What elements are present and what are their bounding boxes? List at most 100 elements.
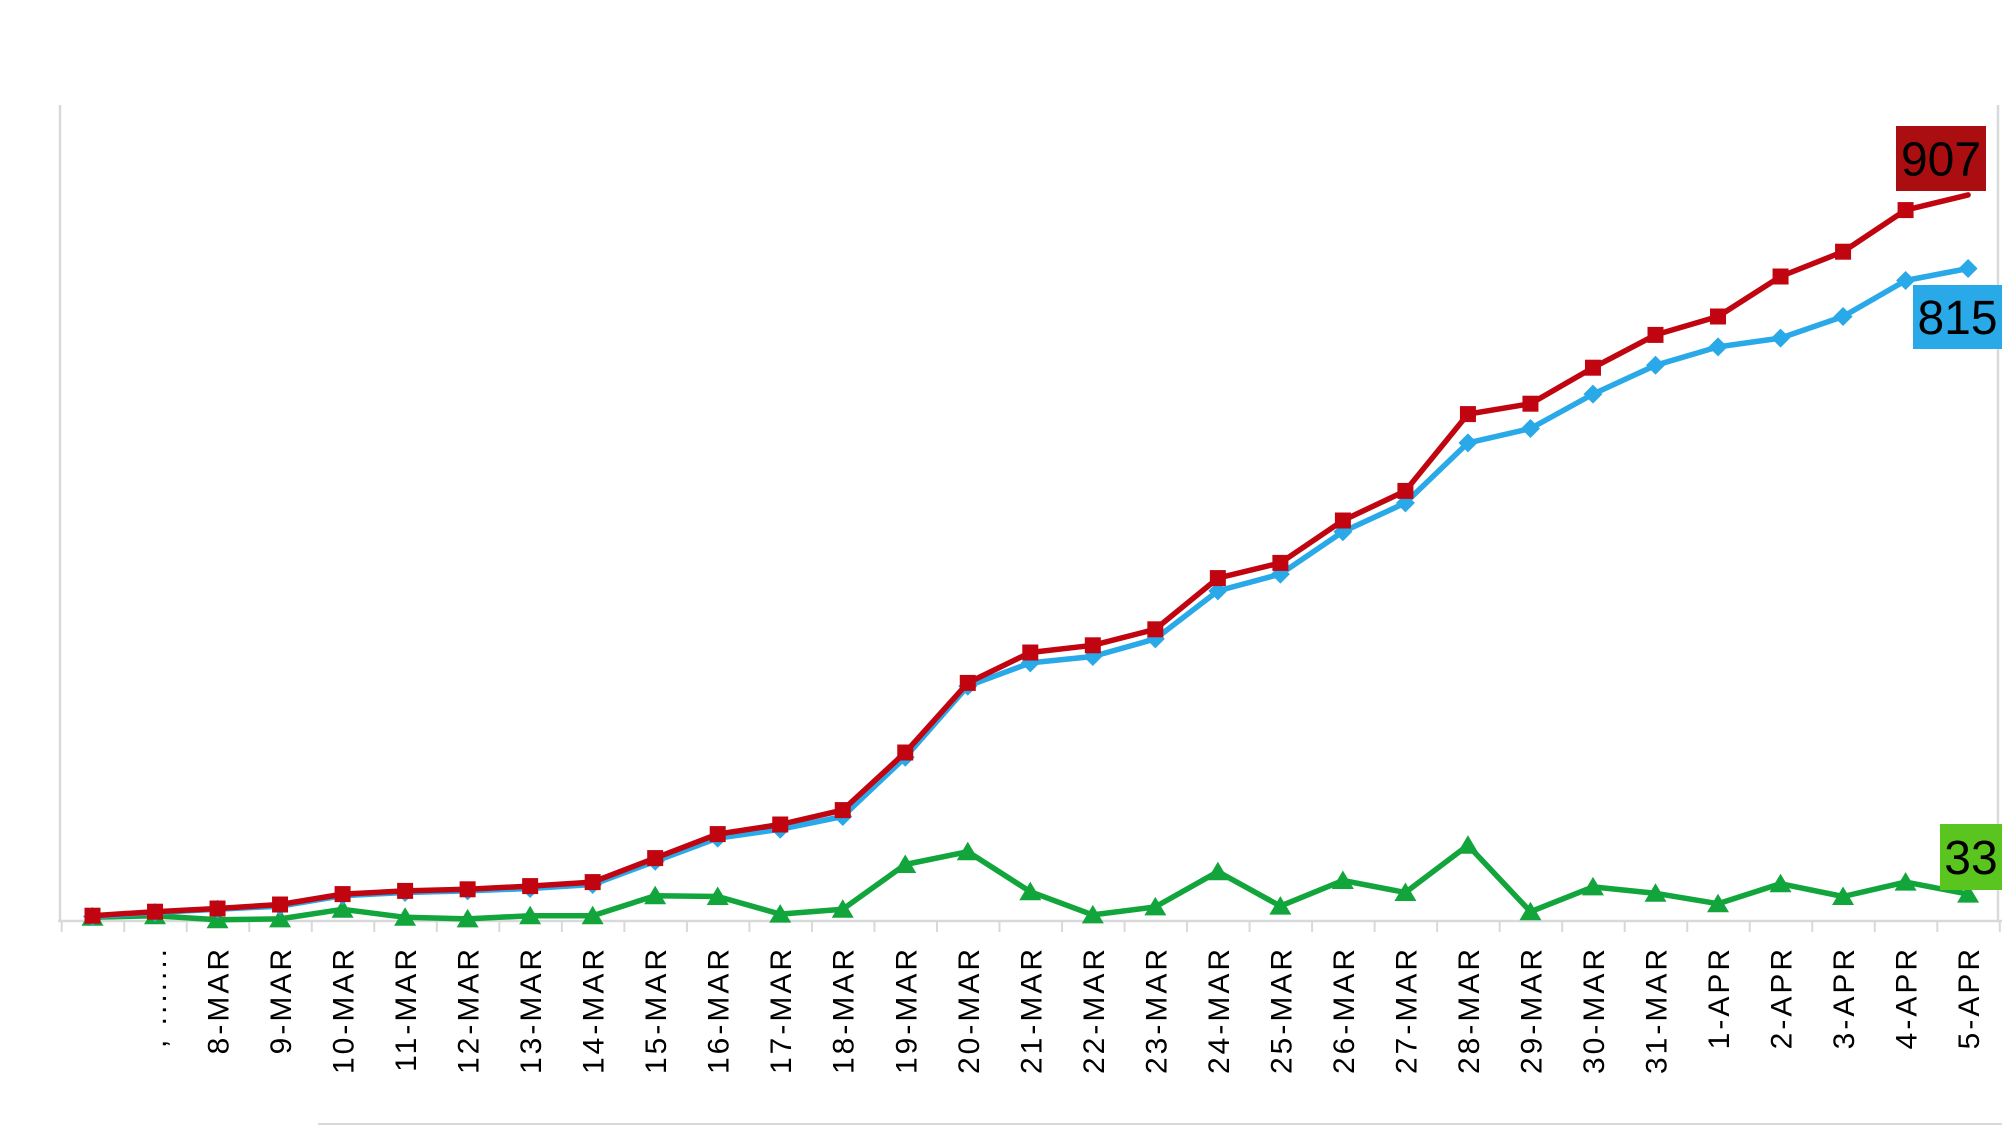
data-label-text: 33 (1944, 832, 1997, 885)
series-red-marker (584, 874, 601, 891)
series-blue-marker (1458, 433, 1478, 453)
x-axis-label: 14-MAR (578, 946, 611, 1074)
series-green-marker (956, 841, 979, 861)
series-green-marker (1019, 881, 1042, 901)
series-red-marker (959, 674, 976, 691)
x-axis-label: 1-APR (1703, 946, 1736, 1049)
series-blue-marker (1520, 419, 1540, 438)
series-green-marker (1144, 896, 1167, 916)
series-green-marker (394, 907, 417, 926)
x-axis-label: 22-MAR (1078, 946, 1111, 1074)
series-green-marker (519, 905, 542, 925)
series-red-marker (1272, 554, 1289, 571)
x-axis-label: 3-APR (1828, 946, 1861, 1049)
series-red-marker (1022, 644, 1039, 661)
data-label-box (1940, 824, 2002, 890)
x-axis-label: 20-MAR (953, 946, 986, 1074)
data-label-box (1913, 285, 2002, 349)
x-axis-label: 10-MAR (328, 946, 361, 1074)
x-axis-label: 23-MAR (1140, 946, 1173, 1074)
x-axis-label: 2-APR (1766, 946, 1799, 1049)
series-red-marker (1584, 359, 1601, 376)
series-red-marker (1397, 482, 1414, 499)
x-axis-label: 19-MAR (890, 946, 923, 1074)
series-green-marker (1769, 873, 1792, 893)
series-red-marker (647, 850, 664, 867)
x-axis-label: 31-MAR (1641, 946, 1674, 1074)
x-axis-label: 8-MAR (203, 946, 236, 1054)
series-red-marker (522, 878, 539, 895)
series-red-marker (1147, 621, 1164, 638)
series-green-marker (644, 885, 667, 905)
series-green-marker (456, 908, 479, 928)
series-green-marker (1331, 870, 1354, 889)
x-axis-label: 25-MAR (1265, 946, 1298, 1074)
x-axis-label: 12-MAR (453, 946, 486, 1074)
x-axis-label: , ....... (140, 946, 173, 1048)
x-axis-label: 16-MAR (703, 946, 736, 1074)
series-blue-marker (1646, 355, 1665, 375)
series-green-marker (1644, 883, 1667, 902)
series-red-marker (709, 826, 726, 843)
x-axis-label: 24-MAR (1203, 946, 1236, 1074)
series-green-marker (831, 899, 854, 918)
series-green-marker (1206, 861, 1229, 881)
data-label-815: 815 (1913, 285, 2002, 349)
series-red-marker (1710, 308, 1727, 325)
series-blue-marker (1833, 307, 1853, 326)
x-axis-label: 15-MAR (640, 946, 673, 1074)
series-red (84, 192, 1971, 924)
series-red-marker (1897, 202, 1914, 219)
series-red-marker (147, 903, 164, 920)
data-label-907: 907 (1896, 126, 1986, 191)
x-axis-ticks (60, 921, 2001, 932)
series-green (81, 835, 1980, 929)
x-axis-labels: , ....... 8-MAR 9-MAR 10-MAR 11-MAR 12-MAR 13-… (140, 946, 1986, 1074)
series-blue-marker (1208, 581, 1228, 601)
series-green-marker (1081, 904, 1104, 924)
series-red-marker (1209, 570, 1226, 587)
series-red-marker (272, 896, 289, 913)
series-green-marker (1832, 886, 1855, 905)
x-axis-label: 28-MAR (1453, 946, 1486, 1074)
series-green-marker (894, 854, 917, 873)
series-blue-marker (1771, 328, 1791, 348)
series-green-marker (1957, 884, 1980, 903)
x-axis-label: 11-MAR (390, 946, 423, 1072)
series-red-marker (1647, 326, 1664, 343)
series-red-marker (1522, 395, 1539, 412)
data-label-text: 815 (1917, 292, 1997, 345)
series-green-marker (769, 904, 792, 923)
x-axis-label: 17-MAR (765, 946, 798, 1074)
x-axis-label: 26-MAR (1328, 946, 1361, 1074)
x-axis-label: 9-MAR (265, 946, 298, 1054)
series-blue-marker (1708, 337, 1728, 357)
x-axis-label: 27-MAR (1390, 946, 1423, 1074)
data-label-33: 33 (1940, 824, 2002, 890)
series-blue-marker (1896, 271, 1916, 290)
x-axis-label: 4-APR (1891, 946, 1924, 1049)
series-green-marker (706, 886, 729, 905)
series-red-marker (334, 886, 351, 903)
series-green-marker (1894, 872, 1917, 891)
x-axis-label: 29-MAR (1515, 946, 1548, 1074)
series-green-marker (269, 908, 292, 928)
x-axis-label: 13-MAR (515, 946, 548, 1074)
series-red-marker (84, 907, 101, 924)
series-red-line (89, 192, 1971, 919)
series-green-marker (581, 905, 604, 925)
series-red-marker (1772, 268, 1789, 285)
series-red-marker (1084, 637, 1101, 654)
series-blue-marker (1583, 384, 1603, 404)
series-red-marker (1835, 243, 1852, 260)
series-green-marker (1456, 835, 1479, 854)
series-red-marker (209, 900, 226, 917)
x-axis-label: 21-MAR (1015, 946, 1048, 1074)
x-axis-label: 5-APR (1953, 946, 1986, 1049)
series-green-marker (1519, 901, 1542, 921)
series-red-marker (1459, 406, 1476, 423)
series-red-marker (897, 744, 914, 761)
data-label-text: 907 (1901, 134, 1981, 187)
